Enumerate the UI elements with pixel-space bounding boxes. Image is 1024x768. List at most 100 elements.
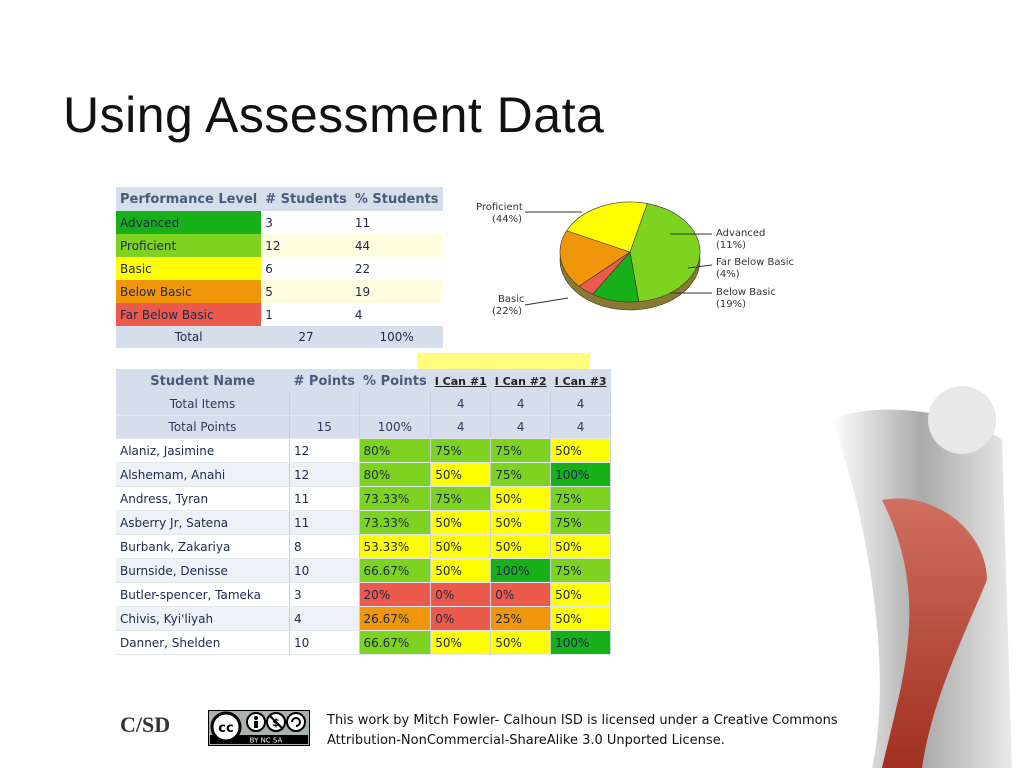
total-points-c2: 4 bbox=[490, 415, 552, 439]
percent-points-cell: 20% bbox=[359, 582, 432, 607]
i-can-2-cell: 0% bbox=[490, 582, 552, 607]
i-can-2-cell: 100% bbox=[490, 558, 552, 583]
percent-points-cell: 26.67% bbox=[359, 606, 432, 631]
total-points-c3: 4 bbox=[550, 415, 612, 439]
i-can-3-cell: 50% bbox=[550, 534, 612, 559]
points-cell: 12 bbox=[289, 462, 360, 487]
cisd-logo: C/SD bbox=[120, 712, 171, 737]
decorative-swoosh-logo bbox=[832, 386, 1012, 768]
percent-points-cell: 66.67% bbox=[359, 630, 432, 655]
i-can-1-cell: 0% bbox=[430, 606, 492, 631]
points-cell: 3 bbox=[289, 582, 360, 607]
points-cell: 10 bbox=[289, 630, 360, 655]
table-row: Basic 6 22 bbox=[116, 257, 443, 280]
i-can-3-cell: 50% bbox=[550, 582, 612, 607]
header-i-can-2[interactable]: I Can #2 bbox=[490, 369, 551, 393]
header-num-points: # Points bbox=[289, 369, 360, 393]
i-can-1-cell: 50% bbox=[430, 462, 492, 487]
percent-points-cell: 66.67% bbox=[359, 558, 432, 583]
i-can-3-cell: 100% bbox=[550, 462, 612, 487]
percent-points-cell: 80% bbox=[359, 462, 432, 487]
table-row: Alshemam, Anahi 12 80% 50% 75% 100% bbox=[116, 462, 612, 487]
svg-text:cc: cc bbox=[218, 721, 233, 736]
i-can-3-cell: 75% bbox=[550, 486, 612, 511]
student-name-cell: Danner, Shelden bbox=[116, 630, 290, 655]
percent-points-cell: 73.33% bbox=[359, 486, 432, 511]
creative-commons-badge-icon[interactable]: cc $ BY NC SA bbox=[208, 710, 310, 746]
table-row: Burbank, Zakariya 8 53.33% 50% 50% 50% bbox=[116, 534, 612, 559]
cc-badge-text: BY NC SA bbox=[250, 737, 283, 745]
table-row: Proficient 12 44 bbox=[116, 234, 443, 257]
table-row: Far Below Basic 1 4 bbox=[116, 303, 443, 326]
header-performance-level: Performance Level bbox=[116, 187, 262, 211]
percent-points-cell: 53.33% bbox=[359, 534, 432, 559]
slide-title: Using Assessment Data bbox=[63, 87, 605, 143]
points-cell: 10 bbox=[289, 558, 360, 583]
header-i-can-3[interactable]: I Can #3 bbox=[550, 369, 611, 393]
percent-cell: 22 bbox=[350, 257, 443, 280]
students-cell: 5 bbox=[261, 280, 351, 303]
license-text: This work by Mitch Fowler- Calhoun ISD i… bbox=[327, 711, 838, 751]
points-cell: 12 bbox=[289, 438, 360, 463]
total-percent: 100% bbox=[350, 326, 443, 348]
level-cell: Basic bbox=[116, 257, 262, 280]
i-can-1-cell: 75% bbox=[430, 438, 492, 463]
student-results-table: Student Name # Points % Points I Can #1 … bbox=[116, 369, 612, 655]
performance-pie-chart: Proficient (44%) Advanced (11%) Far Belo… bbox=[476, 201, 794, 317]
table-row: Chivis, Kyi'liyah 4 26.67% 0% 25% 50% bbox=[116, 606, 612, 631]
pie-label-advanced-pct: (11%) bbox=[716, 240, 746, 251]
table-row: Andress, Tyran 11 73.33% 75% 50% 75% bbox=[116, 486, 612, 511]
i-can-3-cell: 100% bbox=[550, 630, 612, 655]
pie-label-far-below-basic: Far Below Basic bbox=[716, 257, 794, 268]
total-items-c3: 4 bbox=[550, 393, 612, 416]
pie-label-far-below-basic-pct: (4%) bbox=[716, 269, 740, 280]
percent-cell: 19 bbox=[350, 280, 443, 303]
i-can-2-cell: 25% bbox=[490, 606, 552, 631]
student-name-cell: Alaniz, Jasimine bbox=[116, 438, 290, 463]
header-student-name: Student Name bbox=[116, 369, 290, 393]
student-rows: Alaniz, Jasimine 12 80% 75% 75% 50% Alshemam, … bbox=[116, 438, 612, 655]
total-points-points: 15 bbox=[289, 415, 360, 439]
i-can-2-cell: 50% bbox=[490, 630, 552, 655]
i-can-3-cell: 75% bbox=[550, 558, 612, 583]
i-can-2-cell: 50% bbox=[490, 510, 552, 535]
total-items-points bbox=[289, 393, 360, 416]
total-row: Total 27 100% bbox=[116, 326, 443, 348]
header-pct-points: % Points bbox=[359, 369, 431, 393]
table-row: Alaniz, Jasimine 12 80% 75% 75% 50% bbox=[116, 438, 612, 463]
level-cell: Proficient bbox=[116, 234, 262, 257]
i-can-2-cell: 75% bbox=[490, 438, 552, 463]
pie-label-advanced: Advanced bbox=[716, 228, 765, 239]
header-pct-students: % Students bbox=[350, 187, 443, 211]
pie-slice-basic bbox=[566, 201, 648, 253]
i-can-2-cell: 75% bbox=[490, 462, 552, 487]
total-points-label: Total Points bbox=[116, 415, 290, 439]
pie-slices bbox=[559, 201, 701, 311]
total-items-row: Total Items 4 4 4 bbox=[116, 393, 612, 416]
student-name-cell: Butler-spencer, Tameka bbox=[116, 582, 290, 607]
total-points-percent: 100% bbox=[359, 415, 432, 439]
level-cell: Below Basic bbox=[116, 280, 262, 303]
students-cell: 1 bbox=[261, 303, 351, 326]
percent-cell: 11 bbox=[350, 211, 443, 234]
table-row: Below Basic 5 19 bbox=[116, 280, 443, 303]
total-points-row: Total Points 15 100% 4 4 4 bbox=[116, 415, 612, 439]
points-cell: 4 bbox=[289, 606, 360, 631]
i-can-3-cell: 50% bbox=[550, 606, 612, 631]
i-can-1-cell: 50% bbox=[430, 534, 492, 559]
students-cell: 3 bbox=[261, 211, 351, 234]
license-line-2: Attribution-NonCommercial-ShareAlike 3.0… bbox=[327, 733, 725, 748]
points-cell: 11 bbox=[289, 486, 360, 511]
total-items-c2: 4 bbox=[490, 393, 552, 416]
student-name-cell: Burbank, Zakariya bbox=[116, 534, 290, 559]
i-can-1-cell: 50% bbox=[430, 510, 492, 535]
percent-points-cell: 73.33% bbox=[359, 510, 432, 535]
header-i-can-1[interactable]: I Can #1 bbox=[430, 369, 491, 393]
pie-slice-below-basic bbox=[559, 230, 631, 287]
percent-points-cell: 80% bbox=[359, 438, 432, 463]
student-name-cell: Alshemam, Anahi bbox=[116, 462, 290, 487]
total-students: 27 bbox=[261, 326, 351, 348]
i-can-1-cell: 50% bbox=[430, 558, 492, 583]
pie-label-basic-pct: (22%) bbox=[492, 306, 522, 317]
student-name-cell: Burnside, Denisse bbox=[116, 558, 290, 583]
